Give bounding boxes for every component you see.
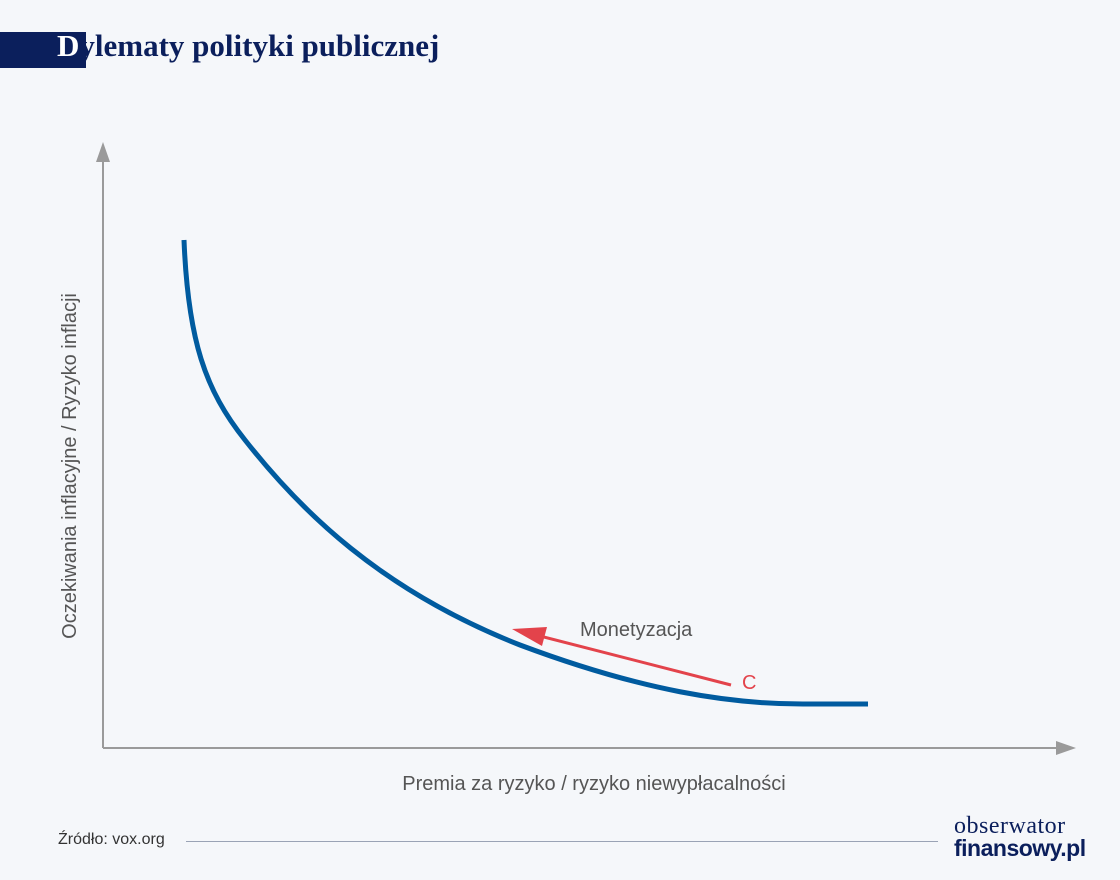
- page-title: Dylematy polityki publicznej: [57, 28, 440, 63]
- point-label: C: [742, 672, 756, 694]
- monetization-arrow: [539, 634, 732, 687]
- logo-line-2: finansowy.pl: [954, 835, 1086, 861]
- x-axis-arrowhead: [1056, 741, 1076, 755]
- title-accent-bar: [0, 32, 86, 68]
- logo-line-1: obserwator: [954, 813, 1066, 839]
- monetization-arrowhead: [512, 627, 547, 646]
- x-axis-label: Premia za ryzyko / ryzyko niewypłacalnoś…: [402, 773, 785, 795]
- arrow-label: Monetyzacja: [580, 619, 693, 641]
- source-note: Źródło: vox.org: [58, 831, 165, 848]
- y-axis-arrowhead: [96, 142, 110, 162]
- tradeoff-curve: [181, 239, 868, 707]
- brand-logo: obserwator finansowy.pl: [954, 813, 1086, 861]
- y-axis-label: Oczekiwania inflacyjne / Ryzyko inflacji: [59, 293, 81, 639]
- footer-divider: [186, 841, 938, 842]
